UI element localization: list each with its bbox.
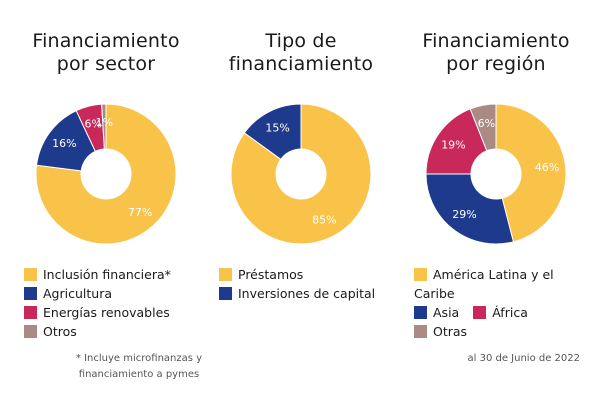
legend-swatch — [219, 268, 232, 281]
legend-label: Caribe — [414, 286, 455, 301]
legend-label: África — [492, 305, 528, 320]
donut-slice-1 — [243, 103, 302, 161]
donut-chart-sector: 77% 16% 6%1% — [35, 103, 177, 245]
legend-swatch — [473, 306, 487, 319]
legend-label: Otras — [433, 324, 468, 339]
donut-slice-label-0: 46% — [535, 161, 559, 174]
legend-item-agricultura: Agricultura — [24, 284, 204, 303]
donut-chart-tipo: 85% 15% — [230, 103, 372, 245]
legend-swatch — [24, 287, 37, 300]
donut-slice-label-3: 6% — [478, 117, 495, 130]
donut-slice-3 — [469, 103, 497, 152]
donut-slice-label-1: 16% — [52, 137, 76, 150]
chart-title-sector-line1: Financiamiento — [32, 30, 180, 52]
legend-item-otras: Otras — [414, 322, 584, 341]
donut-slice-label-0: 77% — [128, 206, 152, 219]
donut-slice-3 — [101, 103, 107, 150]
legend-item-america-latina-cont: Caribe — [414, 284, 584, 303]
footnote-line2: financiamiento a pymes — [78, 369, 200, 380]
legend-item-africa: África — [473, 303, 528, 322]
legend-swatch — [414, 268, 427, 281]
chart-title-sector: Financiamiento por sector — [21, 30, 191, 76]
chart-title-sector-line2: por sector — [56, 53, 156, 75]
legend-label: Préstamos — [238, 267, 304, 282]
donut-slice-0 — [495, 103, 567, 243]
legend-item-inclusion: Inclusión financiera* — [24, 265, 204, 284]
legend-sector: Inclusión financiera* Agricultura Energí… — [24, 265, 204, 341]
legend-region: América Latina y el Caribe Asia África O… — [414, 265, 584, 341]
legend-label: Asia — [433, 305, 460, 320]
donut-slice-label-2: 6% — [84, 118, 101, 131]
chart-title-region-line2: por región — [446, 53, 546, 75]
legend-swatch — [24, 325, 37, 338]
legend-label: Inclusión financiera* — [43, 267, 171, 282]
chart-title-region: Financiamiento por región — [411, 30, 581, 76]
chart-title-region-line1: Financiamiento — [422, 30, 570, 52]
legend-swatch — [414, 306, 427, 319]
legend-item-otros: Otros — [24, 322, 204, 341]
legend-tipo: Préstamos Inversiones de capital — [219, 265, 409, 303]
donut-slice-1 — [425, 173, 515, 245]
donut-slice-label-1: 15% — [265, 122, 289, 135]
legend-label: Energías renovables — [43, 305, 170, 320]
donut-slice-0 — [230, 103, 372, 245]
chart-title-tipo: Tipo de financiamiento — [216, 30, 386, 76]
donut-slice-label-0: 85% — [312, 213, 336, 226]
legend-item-inversiones: Inversiones de capital — [219, 284, 409, 303]
footnote-line1: * Incluye microfinanzas y — [75, 353, 203, 364]
legend-swatch — [24, 306, 37, 319]
legend-pair: Asia África — [414, 303, 584, 322]
legend-label: Agricultura — [43, 286, 112, 301]
footnote-sector: * Incluye microfinanzas y financiamiento… — [64, 351, 214, 383]
donut-slice-label-2: 19% — [441, 139, 465, 152]
donut-slice-label-3: 1% — [96, 116, 113, 129]
donut-slice-0 — [35, 103, 177, 245]
legend-item-america-latina: América Latina y el — [414, 265, 584, 284]
donut-chart-region: 46% 29% 19% 6% — [425, 103, 567, 245]
legend-label: América Latina y el — [433, 267, 554, 282]
legend-label: Otros — [43, 324, 77, 339]
legend-item-energias: Energías renovables — [24, 303, 204, 322]
legend-item-prestamos: Préstamos — [219, 265, 409, 284]
legend-swatch — [414, 325, 427, 338]
legend-swatch — [24, 268, 37, 281]
legend-label: Inversiones de capital — [238, 286, 376, 301]
chart-title-tipo-line2: financiamiento — [228, 53, 374, 75]
donut-slice-label-1: 29% — [452, 208, 476, 221]
legend-item-asia: Asia — [414, 303, 459, 322]
chart-title-tipo-line1: Tipo de — [265, 30, 337, 52]
legend-swatch — [219, 287, 232, 300]
footnote-date: al 30 de Junio de 2022 — [467, 353, 581, 364]
